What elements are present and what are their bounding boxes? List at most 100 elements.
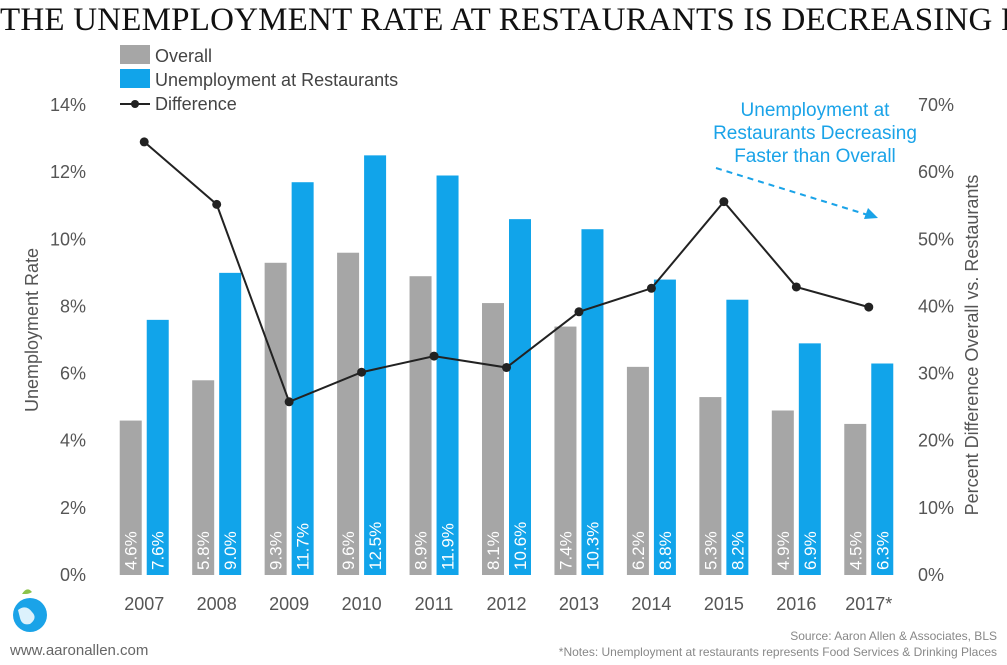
bar-label-overall: 4.6% — [122, 531, 141, 570]
bar-restaurants — [653, 279, 676, 575]
x-tick: 2013 — [559, 594, 599, 614]
bar-label-restaurants: 8.2% — [728, 531, 747, 570]
legend-swatch-restaurants — [120, 69, 150, 88]
difference-point — [864, 302, 874, 312]
bar-restaurants — [581, 229, 604, 575]
y-tick-left: 4% — [60, 431, 86, 451]
x-tick: 2014 — [631, 594, 671, 614]
x-tick: 2009 — [269, 594, 309, 614]
bar-overall — [409, 276, 432, 575]
bar-overall — [626, 366, 649, 575]
bar-label-overall: 9.6% — [339, 531, 358, 570]
bar-restaurants — [436, 175, 459, 575]
y-tick-right: 40% — [918, 296, 954, 316]
bar-restaurants — [146, 319, 169, 575]
y-tick-right: 70% — [918, 95, 954, 115]
bar-overall — [699, 397, 722, 575]
difference-point — [574, 307, 584, 317]
bar-label-restaurants: 9.0% — [221, 531, 240, 570]
bird-icon — [22, 589, 32, 594]
bar-label-restaurants: 11.7% — [294, 523, 313, 570]
y-tick-left: 2% — [60, 498, 86, 518]
bar-label-restaurants: 10.3% — [583, 522, 602, 570]
x-tick: 2012 — [486, 594, 526, 614]
x-tick: 2015 — [704, 594, 744, 614]
source-note: Source: Aaron Allen & Associates, BLS — [790, 629, 997, 643]
annotation-arrow — [715, 167, 869, 216]
bar-overall — [482, 303, 504, 575]
bar-label-restaurants: 12.5% — [366, 522, 385, 570]
difference-point — [429, 351, 439, 361]
difference-point — [284, 397, 294, 407]
legend-label-restaurants: Unemployment at Restaurants — [155, 70, 398, 90]
legend-label-difference: Difference — [155, 94, 237, 114]
bar-label-overall: 5.8% — [194, 531, 213, 570]
chart-title: THE UNEMPLOYMENT RATE AT RESTAURANTS IS … — [0, 2, 1007, 38]
y-axis-left: 0% 2% 4% 6% 8% 10% 12% 14% — [50, 95, 86, 585]
y-tick-right: 30% — [918, 364, 954, 384]
bar-restaurants — [291, 182, 314, 575]
bar-label-overall: 6.2% — [629, 531, 648, 570]
bar-overall — [844, 423, 867, 575]
bar-label-overall: 4.5% — [846, 531, 865, 570]
bar-restaurants — [871, 363, 894, 575]
annotation-line-1: Unemployment at — [741, 100, 891, 121]
bar-restaurants — [726, 299, 749, 575]
y-tick-right: 60% — [918, 162, 954, 182]
y-axis-title-left: Unemployment Rate — [22, 248, 42, 412]
bar-label-restaurants: 7.6% — [149, 531, 168, 570]
bar-label-restaurants: 10.6% — [511, 522, 530, 570]
y-tick-left: 12% — [50, 162, 86, 182]
x-tick: 2016 — [776, 594, 816, 614]
bar-overall — [264, 262, 287, 575]
bar-restaurants — [798, 343, 821, 575]
bar-label-restaurants: 6.9% — [801, 531, 820, 570]
difference-line-group — [139, 137, 874, 407]
bar-label-overall: 8.9% — [412, 531, 431, 570]
difference-point — [502, 363, 511, 373]
bars: 4.6% 7.6% 5.8% 9.0% 9.3% 11.7% 9.6% 12.5% 8.9% 11… — [119, 155, 894, 575]
bar-overall — [119, 420, 142, 575]
bar-label-overall: 9.3% — [267, 531, 286, 570]
y-tick-left: 10% — [50, 229, 86, 249]
bar-label-overall: 8.1% — [484, 531, 503, 570]
legend-swatch-overall — [120, 45, 150, 64]
x-tick: 2008 — [197, 594, 237, 614]
difference-point — [719, 197, 729, 207]
bar-label-overall: 4.9% — [774, 531, 793, 570]
bar-label-restaurants: 6.3% — [873, 531, 892, 570]
bar-restaurants — [509, 219, 531, 575]
y-tick-right: 20% — [918, 431, 954, 451]
y-axis-title-right: Percent Difference Overall vs. Restauran… — [962, 175, 982, 516]
y-tick-left: 14% — [50, 95, 86, 115]
y-tick-right: 50% — [918, 229, 954, 249]
bar-overall — [337, 252, 360, 575]
y-axis-right: 0% 10% 20% 30% 40% 50% 60% 70% — [918, 95, 954, 585]
x-tick: 2011 — [415, 594, 454, 614]
y-tick-left: 6% — [60, 364, 86, 384]
annotation: Unemployment at Restaurants Decreasing F… — [713, 100, 917, 219]
legend-label-overall: Overall — [155, 46, 212, 66]
footnote: *Notes: Unemployment at restaurants repr… — [559, 645, 997, 659]
bar-label-restaurants: 8.8% — [656, 531, 675, 570]
y-tick-right: 0% — [918, 565, 944, 585]
x-tick: 2007 — [124, 594, 164, 614]
x-axis: 2007 2008 2009 2010 2011 2012 2013 2014 2015 2016… — [124, 594, 892, 614]
y-tick-right: 10% — [918, 498, 954, 518]
legend: Overall Unemployment at Restaurants Diff… — [120, 45, 398, 114]
difference-point — [357, 367, 367, 377]
bar-overall — [192, 380, 215, 575]
bar-overall — [771, 410, 794, 575]
x-tick: 2010 — [342, 594, 382, 614]
bar-label-overall: 7.4% — [556, 531, 575, 570]
y-tick-left: 0% — [60, 565, 86, 585]
x-tick: 2017* — [845, 594, 892, 614]
annotation-arrowhead — [864, 208, 878, 219]
bar-overall — [554, 326, 577, 575]
y-tick-left: 8% — [60, 296, 86, 316]
difference-point — [791, 282, 801, 292]
annotation-line-3: Faster than Overall — [734, 146, 896, 167]
bar-label-restaurants: 11.9% — [439, 523, 458, 570]
